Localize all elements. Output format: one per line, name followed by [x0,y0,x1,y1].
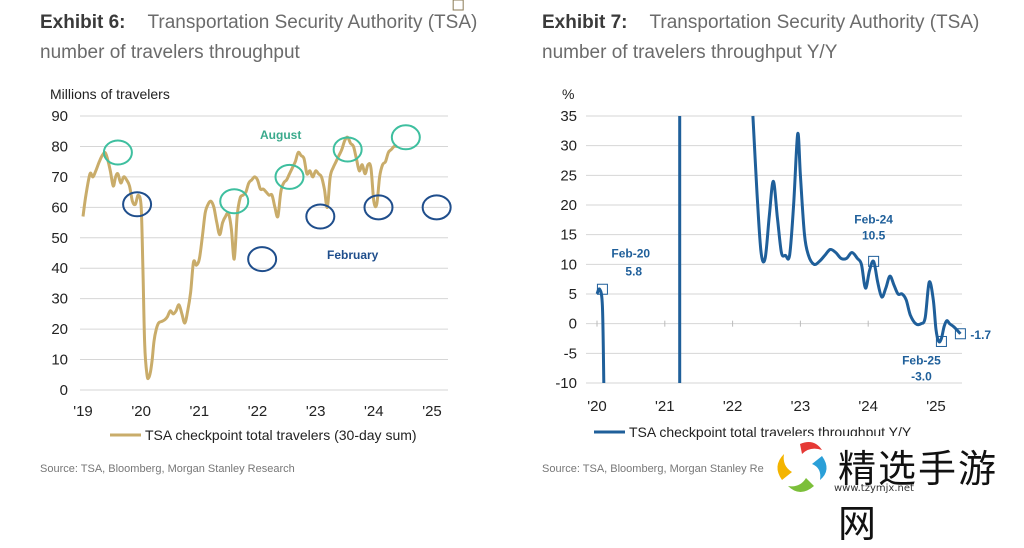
x-tick-label: '25 [926,398,946,415]
february-annotation: February [327,248,379,262]
series-line-path [81,135,398,381]
annotation-value-label: -3.0 [911,369,932,383]
y-tick-label: 40 [51,260,68,277]
august-peak-circle [332,136,363,163]
august-annotation: August [260,128,301,142]
annotation-value-label: 5.8 [625,264,642,278]
exhibit-7-title-line1: Transportation Security Authority (TSA) [649,12,980,33]
watermark-logo-icon [777,442,827,492]
y-tick-label: 50 [51,230,68,247]
y-tick-label: 30 [51,291,68,308]
x-tick-label: '24 [858,398,878,415]
x-tick-label: '20 [131,403,151,420]
watermark: 精选手游网 www.tzymjx.net [770,436,1024,546]
x-tick-label: '25 [422,403,442,420]
annotation-date-label: Feb-20 [611,246,650,260]
annotation-marker [935,335,947,347]
exhibit-6-chart: 0 10 20 30 40 50 60 70 80 90 '19 '20 '21 '22 '23 '24 '2… [51,0,487,443]
annotation-date-label: Feb-25 [902,353,941,367]
exhibit-7-title-line2: number of travelers throughput Y/Y [542,42,838,63]
end-value-label: 80.0 [463,0,487,3]
exhibit-7-title: Exhibit 7: Transportation Security Author… [542,8,979,68]
y-tick-label: 35 [560,108,577,125]
x-tick-label: '23 [791,398,811,415]
watermark-url: www.tzymjx.net [834,483,914,494]
x-tick-label: '19 [73,403,93,420]
y-tick-label: 30 [560,138,577,155]
end-marker-square [452,0,464,11]
y-tick-label: 70 [51,169,68,186]
y-tick-labels: -10 -5 0 5 10 15 20 25 30 35 [555,108,577,392]
x-tick-labels: '20 '21 '22 '23 '24 '25 [587,398,946,415]
x-tick-label: '22 [723,398,743,415]
y-tick-label: 10 [560,256,577,273]
series-line [81,135,398,381]
february-trough-circle [122,191,153,218]
end-marker [452,0,464,11]
x-tick-label: '20 [587,398,607,415]
august-peak-circle [219,188,250,215]
x-tick-label: '21 [190,403,210,420]
exhibit-6-title-line1: Transportation Security Authority (TSA) [147,12,478,33]
exhibit-6-source: Source: TSA, Bloomberg, Morgan Stanley R… [40,463,295,475]
y-tick-label: 20 [560,197,577,214]
annotations: Feb-20 5.8 Feb-24 10.5 Feb-25 -3.0 -1.7 [596,212,991,383]
exhibit-6-title-line2: number of travelers throughput [40,42,300,63]
august-peak-circle [274,163,305,190]
annotation-value-label: -1.7 [970,328,991,342]
series-line-segment [595,287,606,384]
y-tick-label: -5 [564,345,577,362]
exhibit-7-number: Exhibit 7: [542,12,628,33]
highlight-circles [102,124,452,273]
y-tick-label: 80 [51,138,68,155]
exhibit-7-unit-label: % [562,86,575,102]
exhibit-6-unit-label: Millions of travelers [50,86,170,102]
series-line-segment [751,115,962,344]
y-tick-label: 0 [60,382,68,399]
x-tick-label: '23 [306,403,326,420]
y-gridlines [586,115,962,384]
exhibit-7-chart: -10 -5 0 5 10 15 20 25 30 35 '20 '21 '22 '23 '24 '25 F… [555,108,991,440]
annotation-value-label: 10.5 [862,228,886,242]
august-peak-circle [390,124,421,151]
y-tick-label: 90 [51,108,68,125]
x-tick-label: '21 [655,398,675,415]
exhibit-6-title: Exhibit 6: Transportation Security Author… [40,8,477,68]
exhibit-6-number: Exhibit 6: [40,12,126,33]
y-tick-label: 20 [51,321,68,338]
x-tick-label: '22 [248,403,268,420]
legend-label: TSA checkpoint total travelers (30-day s… [145,427,417,443]
february-trough-circle [305,203,336,230]
february-trough-circle [247,246,278,273]
annotation-marker [596,283,608,295]
x-tick-labels: '19 '20 '21 '22 '23 '24 '25 [73,403,442,420]
y-tick-label: 25 [560,167,577,184]
y-tick-label: 5 [569,286,577,303]
february-trough-circle [421,194,452,221]
y-tick-label: 0 [569,316,577,333]
august-peak-circle [102,139,133,166]
annotation-marker [954,328,966,340]
february-trough-circle [363,194,394,221]
series-line [595,115,962,384]
annotation-date-label: Feb-24 [854,212,893,226]
annotation-marker [868,255,880,267]
y-tick-labels: 0 10 20 30 40 50 60 70 80 90 [51,108,68,399]
exhibit-7-source: Source: TSA, Bloomberg, Morgan Stanley R… [542,463,764,475]
y-tick-label: 15 [560,227,577,244]
y-tick-label: -10 [555,375,577,392]
x-tick-label: '24 [364,403,384,420]
y-tick-label: 10 [51,352,68,369]
y-tick-label: 60 [51,199,68,216]
y-gridlines [80,115,448,391]
